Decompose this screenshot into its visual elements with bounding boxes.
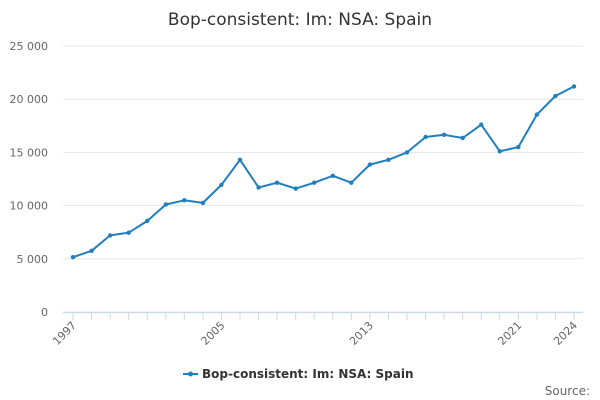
chart-title: Bop-consistent: Im: NSA: Spain: [168, 10, 432, 30]
y-tick-label: 15 000: [10, 146, 49, 159]
data-point: [293, 186, 298, 191]
data-point: [163, 202, 168, 207]
data-point: [423, 134, 428, 140]
data-point: [441, 132, 447, 137]
legend[interactable]: Bop-consistent: Im: NSA: Spain: [183, 367, 414, 381]
data-point: [460, 135, 465, 141]
legend-point-marker: [188, 371, 193, 377]
x-axis: 1997 2005 2013 2021 2024: [50, 312, 583, 348]
data-point: [404, 150, 410, 155]
data-point: [256, 185, 261, 190]
data-point: [553, 93, 558, 99]
x-tick-label: 2024: [551, 319, 580, 348]
y-tick-label: 0: [41, 306, 48, 319]
x-tick-label: 2021: [495, 319, 524, 348]
data-point: [516, 144, 521, 150]
data-point: [237, 157, 243, 162]
data-point: [479, 122, 484, 127]
data-point: [312, 180, 317, 185]
data-point: [182, 198, 187, 203]
data-point: [330, 173, 335, 178]
x-tick-label: 2013: [347, 319, 376, 348]
y-axis-labels: 0 5 000 10 000 15 000 20 000 25 000: [10, 40, 49, 319]
data-point: [145, 218, 150, 224]
data-point: [367, 162, 373, 167]
data-point: [534, 112, 540, 117]
data-point: [571, 84, 577, 89]
data-point: [126, 230, 131, 235]
legend-label: Bop-consistent: Im: NSA: Spain: [202, 367, 414, 381]
x-tick-label: 1997: [50, 319, 79, 348]
data-point: [70, 255, 76, 260]
data-point: [349, 180, 354, 185]
data-point: [386, 157, 391, 162]
data-point: [107, 233, 113, 238]
y-tick-label: 25 000: [10, 40, 49, 53]
series-line: [72, 85, 575, 259]
series-group: [70, 84, 577, 260]
y-tick-label: 10 000: [10, 200, 49, 213]
data-point: [274, 180, 280, 185]
data-point: [219, 182, 224, 188]
y-tick-label: 5 000: [17, 253, 49, 266]
data-point: [89, 248, 94, 253]
data-point: [497, 149, 502, 154]
x-tick-label: 2005: [199, 319, 228, 348]
data-point: [200, 200, 206, 206]
source-credit: Source:: [545, 384, 590, 398]
y-tick-label: 20 000: [10, 93, 49, 106]
